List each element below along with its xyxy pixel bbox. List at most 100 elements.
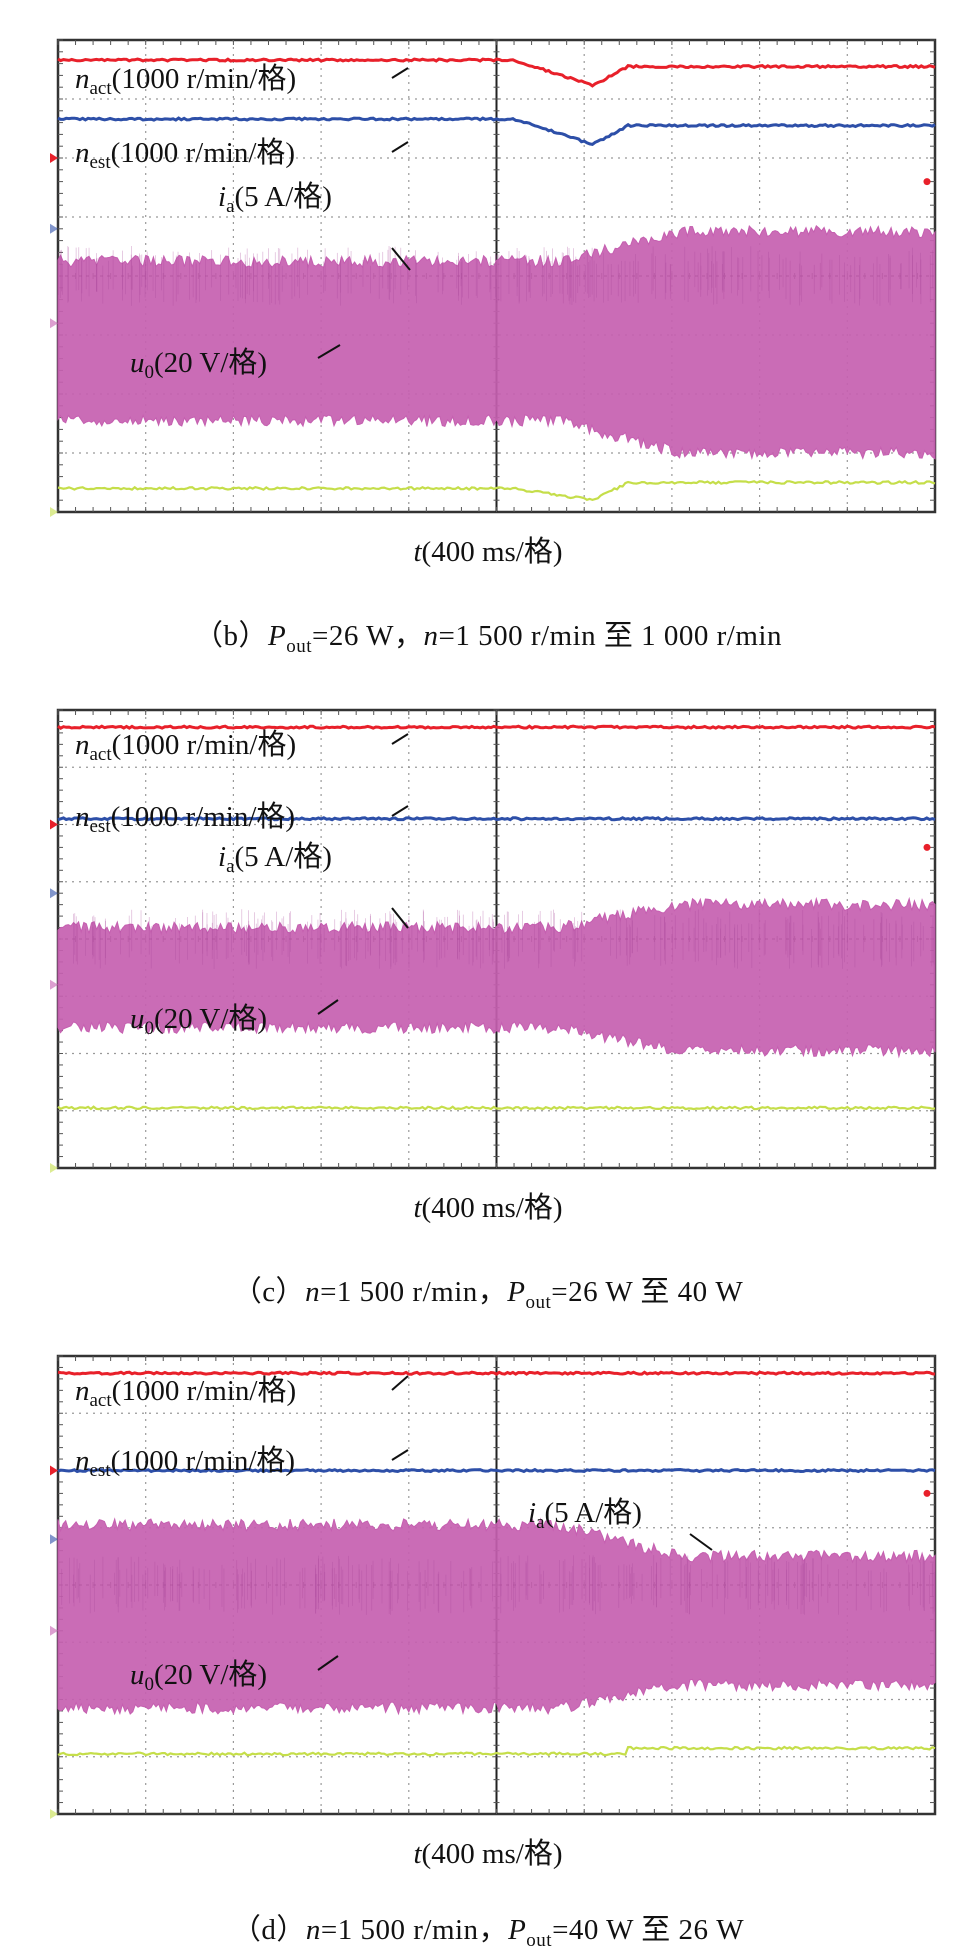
current-band — [57, 224, 936, 460]
trace-n_est — [57, 816, 936, 822]
label-symbol: n — [75, 63, 90, 95]
label-symbol: n — [75, 1445, 90, 1477]
caption-b: （b）Pout=26 W，n=1 500 r/min 至 1 000 r/min — [194, 620, 782, 657]
label-subscript: est — [90, 816, 112, 837]
trigger-marker — [923, 1489, 931, 1497]
label-leader — [391, 805, 409, 817]
label-subscript: a — [226, 196, 235, 217]
channel-marker — [50, 1625, 58, 1636]
trigger-marker — [923, 178, 931, 186]
series-label-n_act: nact(1000 r/min/格) — [75, 62, 296, 99]
channel-marker — [50, 888, 58, 899]
x-axis-label-c: t(400 ms/格) — [413, 1192, 563, 1224]
label-subscript: 0 — [145, 1018, 155, 1039]
label-leader — [391, 1449, 409, 1461]
series-label-n_act: nact(1000 r/min/格) — [75, 728, 296, 765]
series-label-u_0: u0(20 V/格) — [130, 1658, 267, 1695]
series-n_act — [57, 724, 936, 730]
channel-marker — [50, 153, 58, 163]
series-n_est — [57, 116, 936, 146]
label-leader — [391, 141, 409, 153]
series-u_0 — [57, 1745, 936, 1757]
label-scale: (1000 r/min/格) — [111, 136, 295, 169]
label-symbol: n — [75, 729, 90, 761]
x-axis-label-d: t(400 ms/格) — [413, 1838, 563, 1870]
label-leader — [391, 907, 409, 929]
label-scale: (1000 r/min/格) — [112, 728, 296, 761]
label-subscript: 0 — [145, 1674, 155, 1695]
label-scale: (20 V/格) — [154, 1002, 267, 1035]
series-label-n_est: nest(1000 r/min/格) — [75, 800, 295, 837]
trace-n_act — [57, 724, 936, 730]
label-leader — [391, 1375, 409, 1391]
label-subscript: est — [90, 152, 112, 173]
panel-d: nact(1000 r/min/格) nest(1000 r/min/格) ia(5… — [0, 1328, 976, 1958]
trace-n_est — [57, 1467, 936, 1474]
panel-b: nact(1000 r/min/格) nest(1000 r/min/格) ia(5… — [0, 0, 976, 660]
scope-plot-d: nact(1000 r/min/格)nest(1000 r/min/格)ia(5… — [50, 1354, 937, 1819]
caption-c: （c）n=1 500 r/min，Pout=26 W 至 40 W — [232, 1276, 744, 1313]
series-n_est — [57, 816, 936, 822]
current-band — [57, 1517, 936, 1716]
label-leader — [391, 247, 411, 271]
label-subscript: 0 — [145, 362, 155, 383]
label-scale: (1000 r/min/格) — [111, 1444, 295, 1477]
caption-d: （d）n=1 500 r/min，Pout=40 W 至 26 W — [231, 1914, 745, 1951]
label-scale: (1000 r/min/格) — [112, 62, 296, 95]
channel-marker — [50, 1465, 58, 1476]
label-scale: (5 A/格) — [235, 840, 332, 873]
series-label-i_a: ia(5 A/格) — [528, 1496, 642, 1533]
label-leader — [317, 344, 341, 359]
trace-n_est — [57, 116, 936, 146]
label-symbol: n — [75, 137, 90, 169]
series-label-u_0: u0(20 V/格) — [130, 1002, 267, 1039]
channel-marker — [50, 1534, 58, 1545]
label-subscript: a — [226, 856, 235, 877]
series-i_a — [57, 224, 936, 460]
series-label-i_a: ia(5 A/格) — [218, 840, 332, 877]
label-scale: (5 A/格) — [545, 1496, 642, 1529]
label-symbol: i — [528, 1497, 536, 1529]
label-symbol: u — [130, 347, 145, 379]
panel-c: nact(1000 r/min/格) nest(1000 r/min/格) ia(5… — [0, 680, 976, 1320]
channel-marker — [50, 979, 58, 990]
series-n_act — [57, 1370, 936, 1376]
trace-u_0 — [57, 1105, 936, 1111]
scope-plot-c: nact(1000 r/min/格)nest(1000 r/min/格)ia(5… — [50, 708, 937, 1173]
series-label-n_est: nest(1000 r/min/格) — [75, 1444, 295, 1481]
label-symbol: i — [218, 181, 226, 213]
label-scale: (20 V/格) — [154, 1658, 267, 1691]
label-scale: (20 V/格) — [154, 346, 267, 379]
label-leader — [689, 1533, 713, 1551]
channel-marker — [50, 223, 58, 234]
label-leader — [317, 999, 339, 1015]
trace-n_act — [57, 57, 936, 88]
scope-plot-b: nact(1000 r/min/格)nest(1000 r/min/格)ia(5… — [50, 38, 937, 517]
label-subscript: act — [90, 744, 113, 765]
label-leader — [317, 1655, 339, 1671]
series-i_a — [57, 1517, 936, 1716]
series-u_0 — [57, 1105, 936, 1111]
label-scale: (1000 r/min/格) — [111, 800, 295, 833]
label-subscript: act — [90, 78, 113, 99]
label-scale: (1000 r/min/格) — [112, 1374, 296, 1407]
trigger-marker — [923, 843, 931, 851]
series-label-u_0: u0(20 V/格) — [130, 346, 267, 383]
label-symbol: n — [75, 1375, 90, 1407]
series-n_act — [57, 57, 936, 88]
channel-marker — [50, 1809, 58, 1819]
label-symbol: i — [218, 841, 226, 873]
x-axis-label-b: t(400 ms/格) — [413, 536, 563, 568]
series-i_a — [57, 896, 936, 1059]
label-symbol: n — [75, 801, 90, 833]
channel-marker — [50, 318, 58, 329]
channel-marker — [50, 819, 58, 830]
label-subscript: est — [90, 1460, 112, 1481]
current-band — [57, 896, 936, 1059]
series-label-i_a: ia(5 A/格) — [218, 180, 332, 217]
label-scale: (5 A/格) — [235, 180, 332, 213]
trace-u_0 — [57, 480, 936, 502]
label-symbol: u — [130, 1003, 145, 1035]
series-label-n_act: nact(1000 r/min/格) — [75, 1374, 296, 1411]
label-symbol: u — [130, 1659, 145, 1691]
